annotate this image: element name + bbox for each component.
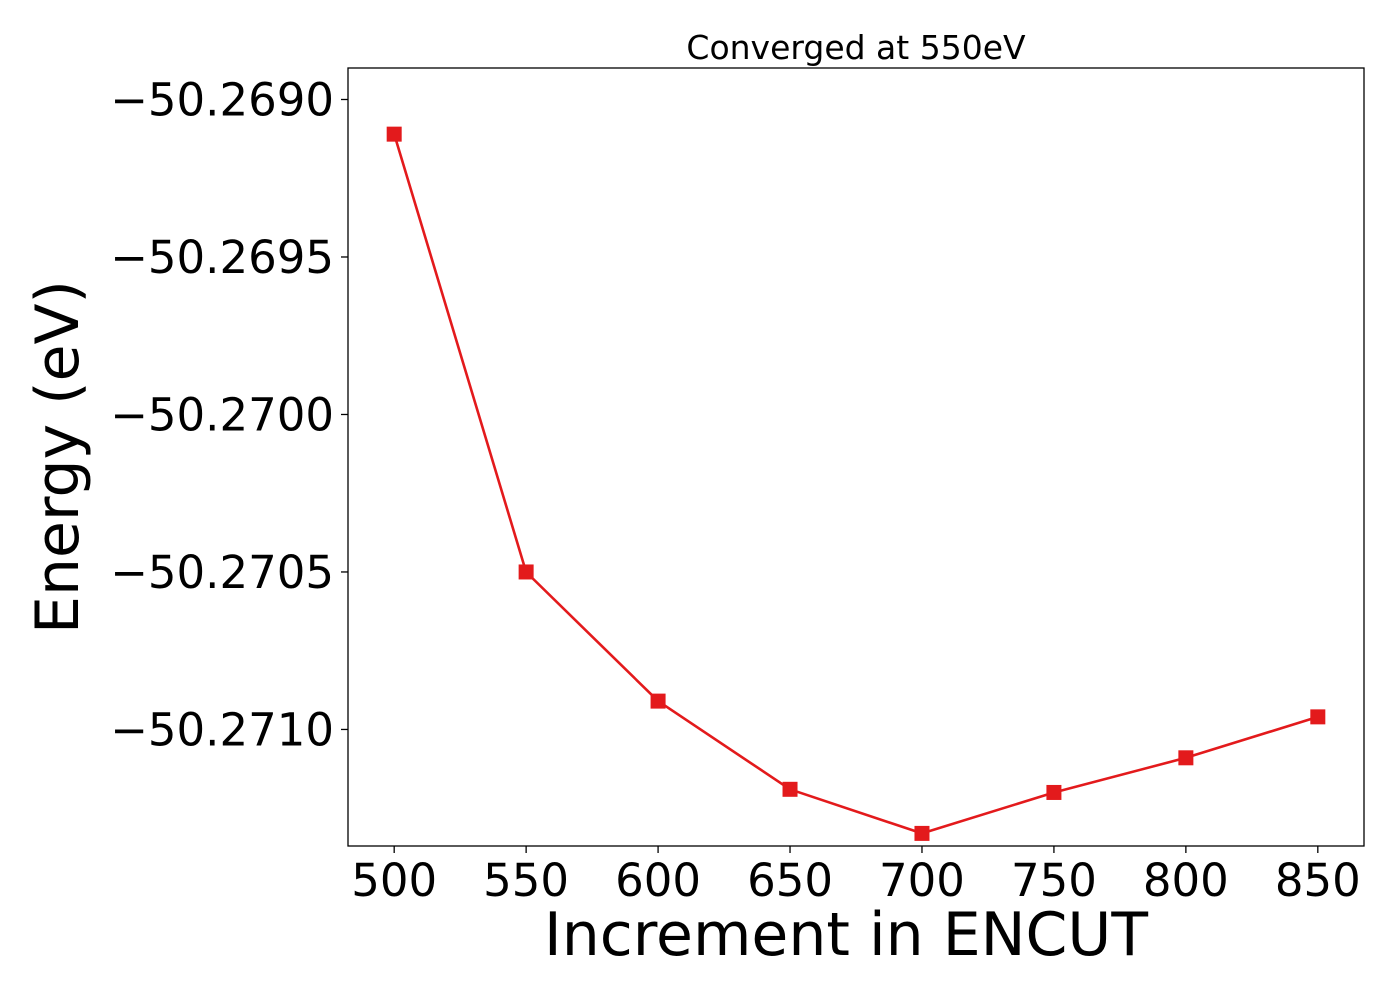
series-line xyxy=(392,133,1319,835)
x-tick-label: 550 xyxy=(483,854,569,907)
x-tick-label: 500 xyxy=(351,854,437,907)
data-point-marker xyxy=(650,693,666,709)
data-point-marker xyxy=(386,126,402,142)
chart-title: Converged at 550eV xyxy=(686,28,1026,67)
x-tick-label: 800 xyxy=(1143,854,1229,907)
x-axis-ticks: 500 550 600 650 700 750 800 850 xyxy=(351,846,1361,907)
x-tick-label: 850 xyxy=(1275,854,1361,907)
y-axis-ticks: −50.2690 −50.2695 −50.2700 −50.2705 −50.2710 xyxy=(110,73,348,756)
x-tick-label: 600 xyxy=(615,854,701,907)
data-point-marker xyxy=(518,564,534,580)
y-tick-label: −50.2710 xyxy=(110,703,334,756)
y-tick-label: −50.2700 xyxy=(110,388,334,441)
x-axis-label: Increment in ENCUT xyxy=(544,900,1148,970)
x-tick-label: 750 xyxy=(1011,854,1097,907)
y-tick-label: −50.2695 xyxy=(110,231,334,284)
y-tick-label: −50.2690 xyxy=(110,73,334,126)
series-layer xyxy=(386,126,1326,841)
data-point-marker xyxy=(782,781,798,797)
y-tick-label: −50.2705 xyxy=(110,546,334,599)
data-point-marker xyxy=(1310,709,1326,725)
data-point-marker xyxy=(1178,750,1194,766)
x-tick-label: 700 xyxy=(879,854,965,907)
data-point-marker xyxy=(914,825,930,841)
x-tick-label: 650 xyxy=(747,854,833,907)
plot-frame xyxy=(347,67,1365,847)
y-axis-label: Energy (eV) xyxy=(23,280,93,634)
data-point-marker xyxy=(1046,784,1062,800)
